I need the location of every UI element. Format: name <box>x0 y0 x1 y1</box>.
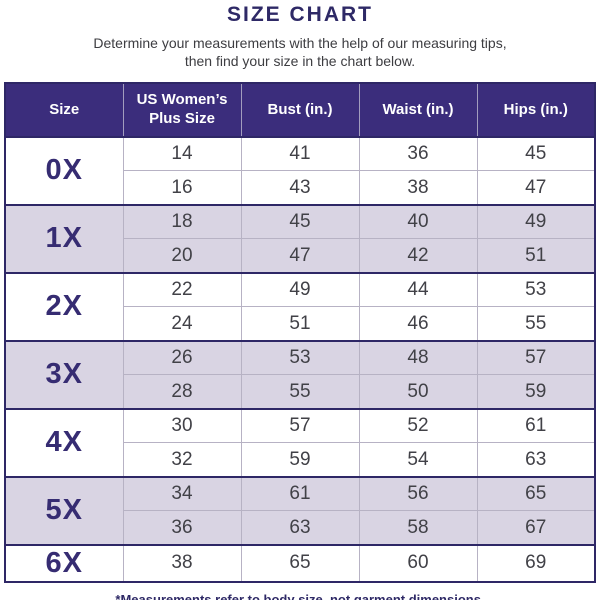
measurement-cell: 54 <box>358 442 477 477</box>
table-row: 4X 30 57 52 61 <box>5 407 595 477</box>
measurement-cell: 65 <box>476 475 595 511</box>
size-chart-table: Size US Women’s Plus Size Bust (in.) Wai… <box>4 81 596 583</box>
measurement-cell: 16 <box>122 170 241 205</box>
table-row: 16 43 38 47 <box>5 170 595 205</box>
measurement-cell: 61 <box>476 407 595 443</box>
measurement-cell: 57 <box>476 339 595 375</box>
column-header-bust: Bust (in.) <box>240 82 359 137</box>
measurement-cell: 48 <box>358 339 477 375</box>
measurement-cell: 30 <box>122 407 241 443</box>
page-title: SIZE CHART <box>227 3 373 26</box>
column-header-hips: Hips (in.) <box>476 82 595 137</box>
measurement-cell: 63 <box>476 442 595 477</box>
measurement-cell: 28 <box>122 374 241 409</box>
measurement-cell: 57 <box>240 407 359 443</box>
measurement-cell: 42 <box>358 238 477 273</box>
table-row: 0X 14 41 36 45 <box>5 135 595 205</box>
measurement-cell: 67 <box>476 510 595 545</box>
measurement-cell: 36 <box>122 510 241 545</box>
size-group-label: 3X <box>5 339 123 409</box>
measurement-cell: 18 <box>122 203 241 239</box>
measurement-cell: 34 <box>122 475 241 511</box>
table-header-row: Size US Women’s Plus Size Bust (in.) Wai… <box>5 82 595 137</box>
measurement-cell: 46 <box>358 306 477 341</box>
table-row: 5X 34 61 56 65 <box>5 475 595 545</box>
table-row: 6X 38 65 60 69 <box>5 543 595 582</box>
measurement-cell: 59 <box>240 442 359 477</box>
measurement-cell: 51 <box>240 306 359 341</box>
measurement-cell: 52 <box>358 407 477 443</box>
measurement-cell: 50 <box>358 374 477 409</box>
measurement-cell: 26 <box>122 339 241 375</box>
measurement-cell: 36 <box>358 135 477 171</box>
column-header-size: Size <box>5 82 123 137</box>
measurement-cell: 55 <box>240 374 359 409</box>
measurement-cell: 53 <box>240 339 359 375</box>
measurement-cell: 43 <box>240 170 359 205</box>
measurement-cell: 58 <box>358 510 477 545</box>
measurement-cell: 32 <box>122 442 241 477</box>
table-row: 1X 18 45 40 49 <box>5 203 595 273</box>
measurement-cell: 24 <box>122 306 241 341</box>
measurement-cell: 61 <box>240 475 359 511</box>
measurement-cell: 45 <box>240 203 359 239</box>
measurement-cell: 22 <box>122 271 241 307</box>
measurement-cell: 14 <box>122 135 241 171</box>
size-table-body: 0X 14 41 36 45 16 43 38 47 1X 18 45 40 49 20 47 42 51 2X 22… <box>5 135 595 582</box>
size-group-label: 6X <box>5 543 123 582</box>
size-group-label: 5X <box>5 475 123 545</box>
measurement-cell: 55 <box>476 306 595 341</box>
measurement-cell: 41 <box>240 135 359 171</box>
size-group-label: 0X <box>5 135 123 205</box>
size-group-label: 2X <box>5 271 123 341</box>
footnote: *Measurements refer to body size, not ga… <box>115 591 485 600</box>
table-row: 3X 26 53 48 57 <box>5 339 595 409</box>
measurement-cell: 47 <box>240 238 359 273</box>
measurement-cell: 51 <box>476 238 595 273</box>
measurement-cell: 60 <box>358 543 477 582</box>
measurement-cell: 69 <box>476 543 595 582</box>
measurement-cell: 47 <box>476 170 595 205</box>
measurement-cell: 45 <box>476 135 595 171</box>
measurement-cell: 63 <box>240 510 359 545</box>
measurement-cell: 49 <box>240 271 359 307</box>
measurement-cell: 20 <box>122 238 241 273</box>
page-subtitle: Determine your measurements with the hel… <box>93 35 507 70</box>
measurement-cell: 49 <box>476 203 595 239</box>
column-header-waist: Waist (in.) <box>358 82 477 137</box>
measurement-cell: 53 <box>476 271 595 307</box>
measurement-cell: 65 <box>240 543 359 582</box>
table-row: 2X 22 49 44 53 <box>5 271 595 341</box>
measurement-cell: 44 <box>358 271 477 307</box>
measurement-cell: 56 <box>358 475 477 511</box>
size-group-label: 4X <box>5 407 123 477</box>
measurement-cell: 38 <box>122 543 241 582</box>
measurement-cell: 40 <box>358 203 477 239</box>
column-header-us-plus-size: US Women’s Plus Size <box>122 82 241 137</box>
measurement-cell: 38 <box>358 170 477 205</box>
measurement-cell: 59 <box>476 374 595 409</box>
size-group-label: 1X <box>5 203 123 273</box>
